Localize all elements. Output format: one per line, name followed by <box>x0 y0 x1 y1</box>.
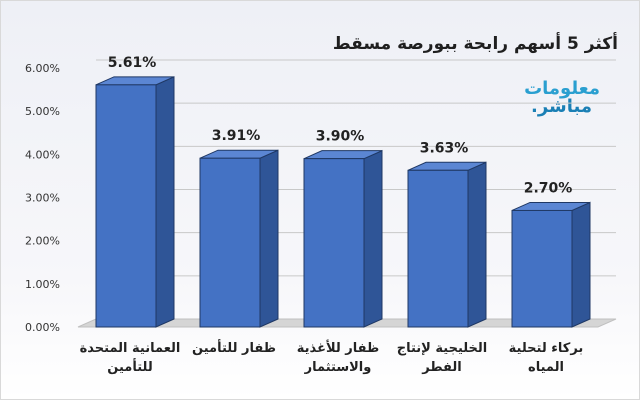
category-label: الخليجية لإنتاج <box>397 341 488 356</box>
bar-side <box>155 76 175 328</box>
category-label: بركاء لتحلية <box>509 341 584 356</box>
category-label: للتأمين <box>107 358 152 375</box>
logo-text-line1: معلومات <box>524 78 600 99</box>
bar <box>303 158 365 328</box>
category-label: ظفار للأغذية <box>297 339 379 356</box>
bar-side <box>363 149 383 328</box>
category-label: الفطر <box>421 360 461 375</box>
mubasher-logo: معلومات مباشر. <box>494 78 614 124</box>
bar-side <box>259 149 279 328</box>
data-label: 3.91% <box>212 128 261 144</box>
bar-side <box>571 201 591 328</box>
y-tick-label: 0.00% <box>25 321 60 334</box>
data-label: 2.70% <box>524 180 573 196</box>
bar <box>95 84 157 328</box>
y-tick-label: 1.00% <box>25 278 60 291</box>
bar-side <box>467 161 487 328</box>
data-label: 3.90% <box>316 129 365 145</box>
y-tick-label: 4.00% <box>25 148 60 161</box>
y-tick-label: 6.00% <box>25 62 60 75</box>
chart-title: أكثر 5 أسهم رابحة ببورصة مسقط <box>332 34 618 54</box>
y-tick-label: 2.00% <box>25 235 60 248</box>
bar <box>199 157 261 328</box>
data-label: 5.61% <box>108 55 157 71</box>
logo-text-line2: مباشر. <box>531 96 592 117</box>
category-label: المياه <box>528 360 564 375</box>
category-label: ظفار للتأمين <box>192 339 276 356</box>
category-label: والاستثمار <box>304 360 372 375</box>
bar <box>511 209 573 328</box>
y-tick-label: 5.00% <box>25 105 60 118</box>
bar <box>407 169 469 328</box>
data-label: 3.63% <box>420 140 469 156</box>
category-label: العمانية المتحدة <box>80 341 181 356</box>
y-tick-label: 3.00% <box>25 192 60 205</box>
